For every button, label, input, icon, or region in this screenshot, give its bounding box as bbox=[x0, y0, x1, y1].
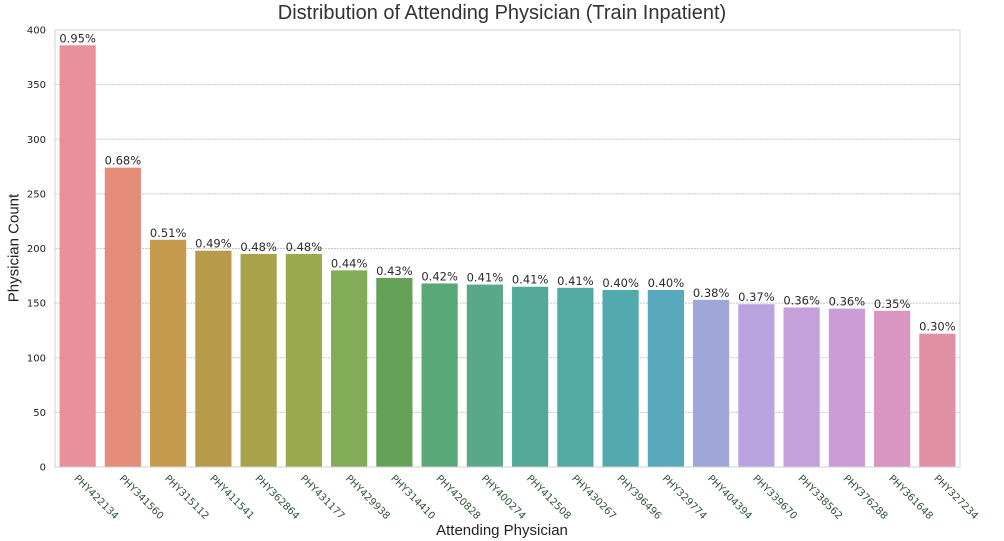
data-label: 0.68% bbox=[105, 154, 142, 168]
data-label: 0.41% bbox=[512, 273, 549, 287]
data-label: 0.36% bbox=[829, 295, 866, 309]
bar bbox=[421, 283, 458, 467]
bar bbox=[376, 277, 413, 467]
data-label: 0.41% bbox=[557, 274, 594, 288]
bar bbox=[738, 304, 775, 467]
y-tick-label: 150 bbox=[27, 299, 46, 310]
data-label: 0.36% bbox=[783, 293, 820, 307]
data-label: 0.95% bbox=[59, 31, 96, 45]
data-label: 0.40% bbox=[648, 276, 685, 290]
data-label: 0.40% bbox=[602, 276, 639, 290]
x-tick-label: PHY396496 bbox=[615, 473, 664, 522]
y-tick-label: 300 bbox=[27, 135, 46, 146]
x-tick-label: PHY431177 bbox=[298, 473, 347, 522]
bar bbox=[693, 299, 730, 467]
bar bbox=[331, 270, 368, 467]
bar bbox=[195, 250, 232, 467]
bar bbox=[783, 307, 820, 467]
x-tick-label: PHY361648 bbox=[886, 473, 935, 522]
x-tick-label: PHY422134 bbox=[72, 473, 121, 522]
data-label: 0.49% bbox=[195, 237, 232, 251]
data-label: 0.30% bbox=[919, 320, 956, 334]
y-tick-label: 200 bbox=[27, 244, 46, 255]
x-axis-label: Attending Physician bbox=[436, 522, 568, 539]
grid-lines bbox=[55, 29, 960, 468]
x-tick-label: PHY430267 bbox=[569, 473, 618, 522]
x-tick-label: PHY327234 bbox=[931, 473, 980, 522]
bar bbox=[828, 308, 865, 467]
data-label: 0.41% bbox=[467, 271, 504, 285]
bars bbox=[59, 45, 956, 468]
x-tick-label: PHY314410 bbox=[388, 473, 437, 522]
bar bbox=[285, 253, 322, 467]
bar bbox=[512, 286, 549, 467]
data-label: 0.35% bbox=[874, 297, 911, 311]
data-label: 0.37% bbox=[738, 290, 775, 304]
x-tick-label: PHY429938 bbox=[343, 473, 392, 522]
x-tick-label: PHY400274 bbox=[479, 473, 528, 522]
x-tick-label: PHY339670 bbox=[750, 473, 799, 522]
y-ticks: 0 50 100 150 200 250 300 350 400 bbox=[27, 26, 46, 474]
data-label: 0.51% bbox=[150, 226, 187, 240]
data-label: 0.38% bbox=[693, 286, 730, 300]
plot-border bbox=[54, 29, 961, 468]
data-label: 0.48% bbox=[286, 240, 323, 254]
x-tick-label: PHY338562 bbox=[796, 473, 845, 522]
bar bbox=[240, 253, 277, 467]
x-tick-label: PHY420828 bbox=[434, 473, 483, 522]
data-labels: 0.95% 0.68% 0.51% 0.49% 0.48% 0.48% 0.44% 0.43%… bbox=[59, 31, 955, 333]
bar bbox=[874, 310, 911, 467]
x-tick-label: PHY376288 bbox=[841, 473, 890, 522]
x-tick-label: PHY404394 bbox=[705, 473, 754, 522]
bar bbox=[647, 290, 684, 467]
data-label: 0.43% bbox=[376, 264, 413, 278]
x-tick-label: PHY411541 bbox=[207, 473, 256, 522]
bar bbox=[59, 45, 96, 468]
chart-title: Distribution of Attending Physician (Tra… bbox=[277, 2, 727, 24]
y-tick-label: 350 bbox=[27, 80, 46, 91]
bar bbox=[466, 284, 503, 467]
x-tick-label: PHY329774 bbox=[660, 473, 709, 522]
data-label: 0.44% bbox=[331, 256, 368, 270]
data-label: 0.48% bbox=[240, 240, 277, 254]
bar bbox=[150, 239, 187, 467]
x-tick-label: PHY341560 bbox=[117, 473, 166, 522]
y-tick-label: 250 bbox=[27, 189, 46, 200]
y-tick-label: 400 bbox=[27, 26, 46, 37]
bar bbox=[104, 167, 141, 467]
x-ticks: PHY422134PHY341560PHY315112PHY411541PHY3… bbox=[72, 473, 980, 522]
y-tick-label: 50 bbox=[33, 408, 46, 419]
x-tick-label: PHY315112 bbox=[162, 473, 211, 522]
data-label: 0.42% bbox=[421, 269, 458, 283]
bar bbox=[602, 290, 639, 467]
plot-frame bbox=[54, 29, 961, 468]
y-tick-label: 0 bbox=[40, 463, 46, 474]
x-tick-label: PHY362864 bbox=[253, 473, 302, 522]
bar bbox=[919, 333, 956, 467]
x-tick-label: PHY412508 bbox=[524, 473, 573, 522]
bar bbox=[557, 287, 594, 467]
y-tick-label: 100 bbox=[27, 353, 46, 364]
